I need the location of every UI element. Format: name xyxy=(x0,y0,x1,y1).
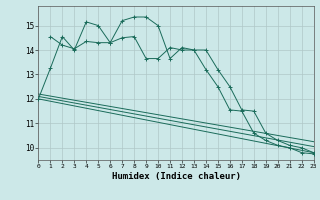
X-axis label: Humidex (Indice chaleur): Humidex (Indice chaleur) xyxy=(111,172,241,181)
